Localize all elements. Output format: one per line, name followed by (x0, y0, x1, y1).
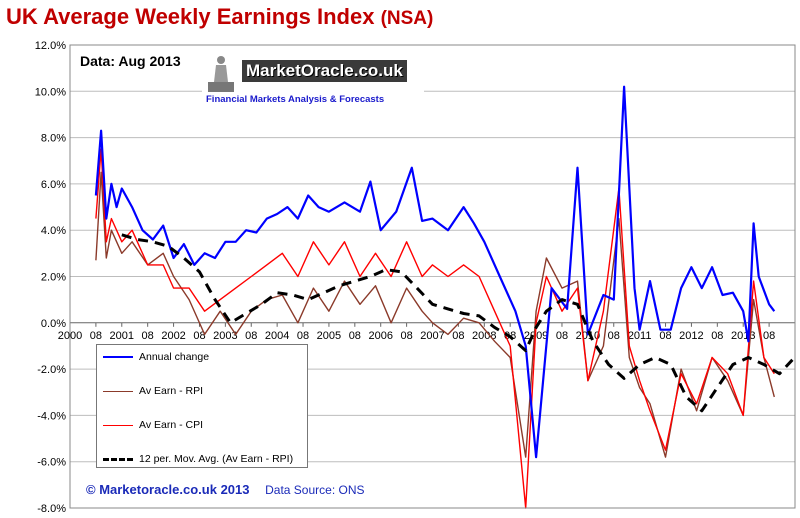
plot-frame (69, 44, 796, 509)
x-tick-label: 08 (193, 330, 205, 342)
y-tick-label: -4.0% (37, 410, 66, 422)
footer-source: Data Source: ONS (265, 483, 365, 497)
legend-label-cpi: Av Earn - CPI (139, 419, 203, 431)
x-tick-label: 08 (400, 330, 412, 342)
x-tick-label: 2008 (472, 330, 496, 342)
y-tick-label: 8.0% (41, 133, 66, 145)
statue-icon (208, 56, 234, 92)
y-tick-label: -8.0% (37, 503, 66, 515)
y-tick-label: 0.0% (41, 318, 66, 330)
legend-item-annual: Annual change (103, 349, 209, 365)
x-tick-label: 08 (556, 330, 568, 342)
series-lines (94, 85, 794, 509)
x-tick-label: 08 (142, 330, 154, 342)
x-tick-label: 2010 (576, 330, 600, 342)
y-tick-label: -2.0% (37, 364, 66, 376)
legend-label-rpi: Av Earn - RPI (139, 385, 203, 397)
y-tick-label: 4.0% (41, 225, 66, 237)
x-tick-label: 2013 (731, 330, 755, 342)
x-tick-label: 2004 (265, 330, 289, 342)
marketoracle-logo: MarketOracle.co.uk Financial Markets Ana… (202, 50, 424, 110)
footer: © Marketoracle.co.uk 2013 Data Source: O… (86, 482, 365, 497)
x-tick-label: 2001 (110, 330, 134, 342)
legend-item-mavg: 12 per. Mov. Avg. (Av Earn - RPI) (103, 451, 293, 467)
x-tick-label: 2005 (317, 330, 341, 342)
series-line-annual (94, 85, 776, 459)
x-tick-label: 2012 (679, 330, 703, 342)
x-tick-label: 2006 (368, 330, 392, 342)
x-tick-label: 08 (245, 330, 257, 342)
y-tick-label: 6.0% (41, 179, 66, 191)
x-tick-label: 08 (659, 330, 671, 342)
x-axis-ticks: 2000 08 2001 08 2002 08 2003 08 2004 08 2005 08 2006… (58, 322, 775, 342)
chart-title-suffix: (NSA) (380, 8, 434, 29)
y-tick-label: 10.0% (35, 86, 66, 98)
legend-swatch-annual (103, 356, 133, 358)
date-label: Data: Aug 2013 (72, 50, 202, 76)
x-tick-label: 08 (608, 330, 620, 342)
chart-title: UK Average Weekly Earnings Index (NSA) (6, 4, 433, 30)
chart-title-main: UK Average Weekly Earnings Index (6, 4, 375, 29)
x-tick-label: 08 (349, 330, 361, 342)
x-tick-label: 2002 (161, 330, 185, 342)
legend-swatch-cpi (103, 424, 133, 426)
series-line-mavg (121, 233, 794, 413)
footer-copyright: © Marketoracle.co.uk 2013 (86, 482, 250, 497)
legend-swatch-rpi (103, 390, 133, 392)
x-tick-label: 2011 (628, 330, 652, 342)
x-tick-label: 08 (90, 330, 102, 342)
x-tick-label: 08 (711, 330, 723, 342)
series-line-rpi (95, 171, 775, 458)
x-tick-label: 08 (763, 330, 775, 342)
series-line-cpi (95, 148, 775, 509)
legend-swatch-mavg (103, 457, 133, 461)
legend-label-mavg: 12 per. Mov. Avg. (Av Earn - RPI) (139, 453, 294, 465)
x-tick-label: 08 (452, 330, 464, 342)
y-axis-ticks: -8.0% -6.0% -4.0% -2.0% 0.0% 2.0% 4.0% 6.0% 8.0%… (35, 40, 66, 515)
x-tick-label: 2007 (420, 330, 444, 342)
legend-item-rpi: Av Earn - RPI (103, 383, 203, 399)
y-tick-label: -6.0% (37, 457, 66, 469)
legend: Annual change Av Earn - RPI Av Earn - CP… (96, 344, 308, 468)
legend-label-annual: Annual change (139, 351, 210, 363)
y-tick-label: 12.0% (35, 40, 66, 52)
logo-tagline: Financial Markets Analysis & Forecasts (206, 94, 385, 105)
legend-item-cpi: Av Earn - CPI (103, 417, 203, 433)
y-tick-label: 2.0% (41, 272, 66, 284)
x-tick-label: 2003 (213, 330, 237, 342)
x-tick-label: 08 (297, 330, 309, 342)
logo-brand: MarketOracle.co.uk (242, 60, 407, 82)
